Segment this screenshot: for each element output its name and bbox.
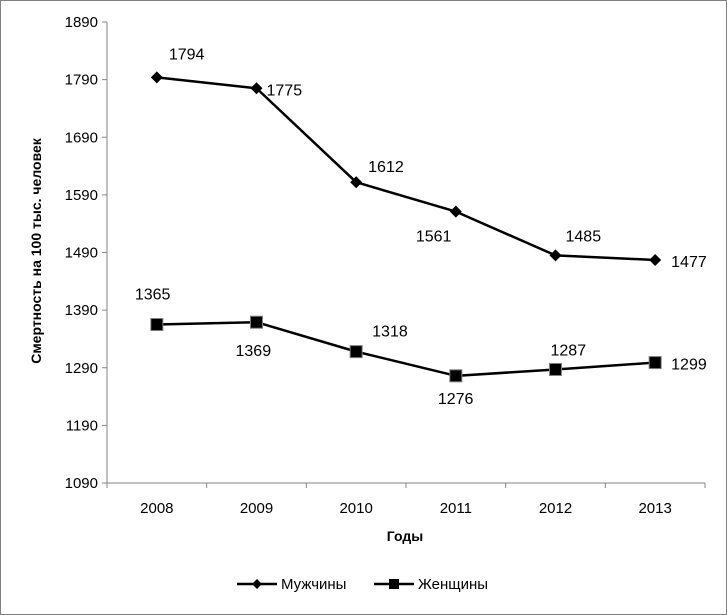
data-label-women-2008: 1365	[135, 287, 171, 304]
point-men-2013	[649, 253, 662, 266]
x-tick-label: 2012	[539, 500, 572, 517]
point-men-2011	[449, 205, 462, 218]
legend-marker-men	[252, 579, 262, 589]
data-label-men-2008: 1794	[169, 46, 205, 63]
x-tick-label: 2011	[440, 500, 472, 517]
x-tick-label: 2009	[240, 500, 273, 517]
data-label-men-2009: 1775	[267, 82, 303, 99]
data-label-men-2010: 1612	[368, 159, 404, 176]
point-women-2009	[250, 315, 263, 329]
legend-marker-women	[389, 579, 399, 589]
data-label-women-2009: 1369	[236, 343, 272, 360]
data-label-women-2010: 1318	[372, 324, 408, 341]
point-men-2009	[250, 82, 263, 95]
axes	[106, 22, 705, 484]
data-label-women-2013: 1299	[671, 357, 707, 374]
legend: Мужчины Женщины	[237, 576, 488, 593]
data-labels: 1794 1775 1612 1561 1485 1477 1365 1369 1318 1276…	[135, 46, 707, 407]
legend-label-men: Мужчины	[281, 576, 346, 593]
data-label-men-2013: 1477	[671, 254, 707, 271]
legend-label-women: Женщины	[418, 576, 488, 593]
x-tick-label: 2013	[638, 500, 671, 517]
point-men-2008	[150, 71, 163, 84]
data-label-women-2012: 1287	[551, 342, 587, 359]
y-tick-label: 1390	[65, 302, 98, 319]
data-label-men-2011: 1561	[416, 229, 452, 246]
x-tick-label: 2010	[339, 500, 372, 517]
point-women-2010	[349, 345, 363, 359]
y-tick-label: 1690	[65, 129, 98, 146]
point-women-2012	[549, 362, 562, 376]
series-line-women	[156, 320, 656, 378]
y-axis-ticks: 1890 1790 1690 1590 1490 1390 1290 1190 1090	[65, 14, 107, 492]
y-tick-label: 1090	[65, 475, 98, 492]
point-women-2008	[150, 318, 164, 332]
y-tick-label: 1790	[65, 72, 98, 89]
y-axis-title: Смертность на 100 тыс. человек	[28, 137, 44, 364]
x-axis-ticks: 2008 2009 2010 2011 2012 2013	[106, 483, 706, 517]
point-women-2011	[449, 369, 463, 383]
data-label-men-2012: 1485	[566, 228, 602, 245]
y-tick-label: 1190	[66, 417, 98, 434]
x-axis-title: Годы	[387, 528, 423, 544]
data-label-women-2011: 1276	[438, 391, 474, 408]
point-men-2010	[350, 176, 363, 189]
series-layer	[150, 71, 662, 383]
x-tick-label: 2008	[140, 500, 173, 517]
y-tick-label: 1490	[65, 245, 98, 262]
y-tick-label: 1290	[65, 360, 98, 377]
series-line-men	[156, 76, 656, 262]
point-men-2012	[549, 249, 562, 262]
y-tick-label: 1890	[65, 14, 98, 31]
y-tick-label: 1590	[65, 187, 98, 204]
point-women-2013	[648, 356, 662, 370]
